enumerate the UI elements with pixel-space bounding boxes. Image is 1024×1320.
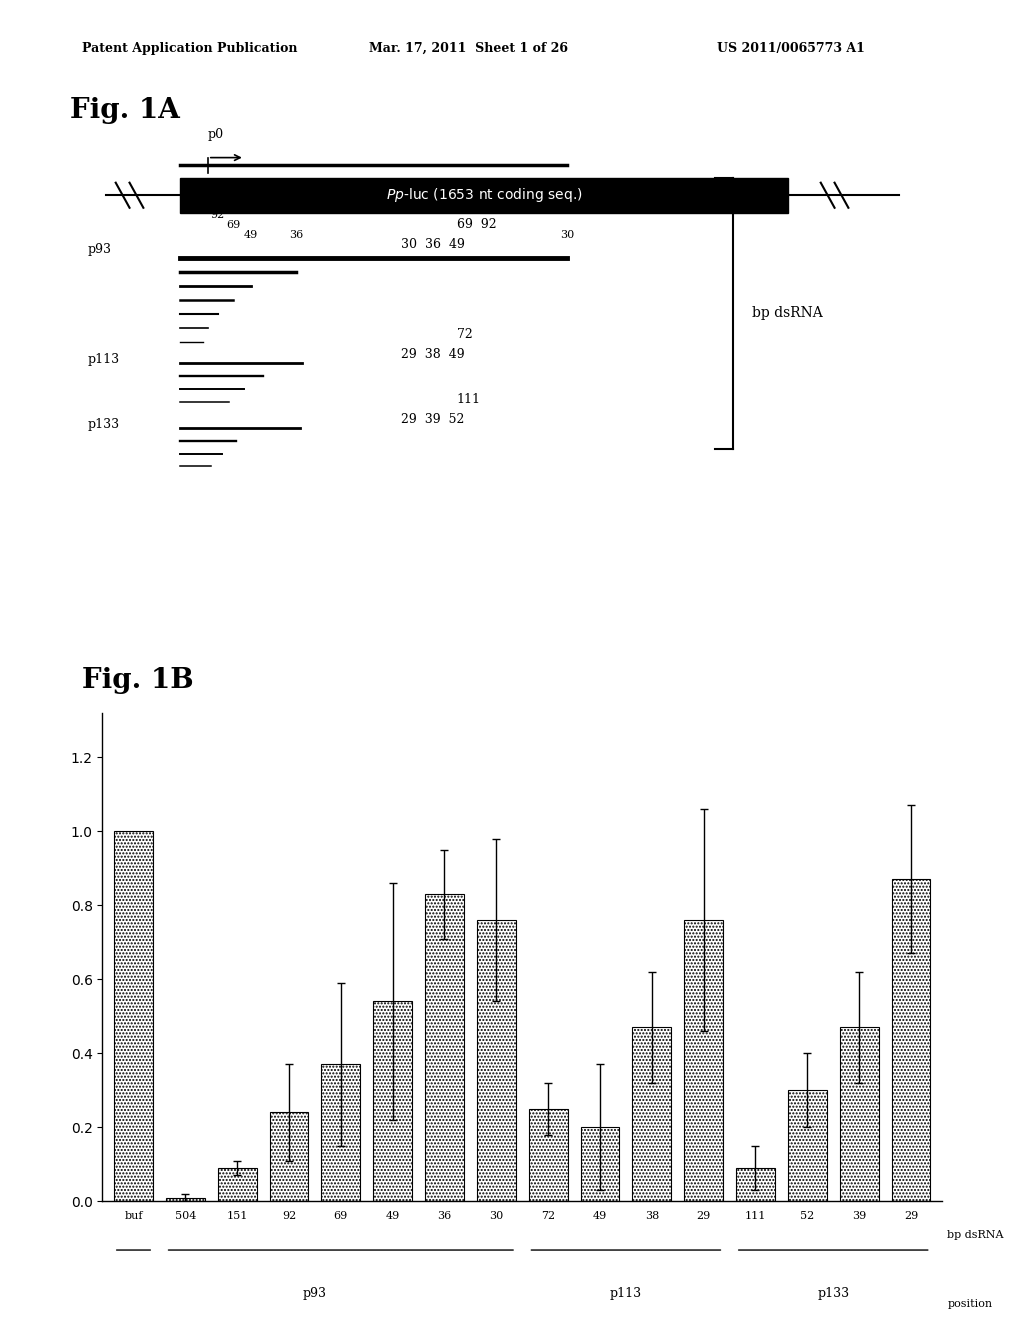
- Bar: [528, 1109, 567, 1201]
- Bar: [425, 894, 464, 1201]
- Text: 29  39  52: 29 39 52: [401, 413, 465, 426]
- Bar: [180, 178, 788, 213]
- Text: 29  38  49: 29 38 49: [401, 348, 465, 362]
- Bar: [840, 1027, 879, 1201]
- Bar: [787, 1090, 826, 1201]
- Text: 36: 36: [289, 230, 303, 240]
- Text: Mar. 17, 2011  Sheet 1 of 26: Mar. 17, 2011 Sheet 1 of 26: [369, 42, 567, 55]
- Bar: [736, 1168, 775, 1201]
- Text: p113: p113: [88, 354, 120, 366]
- Text: Fig. 1B: Fig. 1B: [82, 667, 194, 693]
- Text: 72: 72: [457, 329, 472, 341]
- Bar: [373, 1002, 412, 1201]
- Bar: [322, 1064, 360, 1201]
- Bar: [166, 1197, 205, 1201]
- Text: 30  36  49: 30 36 49: [401, 238, 465, 251]
- Bar: [269, 1113, 308, 1201]
- Text: 151: 151: [484, 198, 508, 211]
- Text: p0: p0: [208, 128, 224, 140]
- Text: 111: 111: [457, 393, 480, 407]
- Bar: [892, 879, 931, 1201]
- Bar: [633, 1027, 672, 1201]
- Text: p93: p93: [303, 1287, 327, 1300]
- Bar: [684, 920, 723, 1201]
- Text: $\it{Pp}$-luc (1653 nt coding seq.): $\it{Pp}$-luc (1653 nt coding seq.): [386, 186, 583, 205]
- Bar: [477, 920, 516, 1201]
- Text: bp dsRNA: bp dsRNA: [752, 306, 822, 321]
- Text: 30: 30: [560, 230, 574, 240]
- Text: 69  92: 69 92: [457, 218, 497, 231]
- Text: p133: p133: [817, 1287, 849, 1300]
- Text: 504: 504: [193, 190, 214, 199]
- Text: position: position: [947, 1299, 992, 1309]
- Bar: [581, 1127, 620, 1201]
- Text: Patent Application Publication: Patent Application Publication: [82, 42, 297, 55]
- Text: p133: p133: [88, 418, 120, 432]
- Text: 49: 49: [244, 230, 258, 240]
- Text: 504: 504: [512, 178, 536, 190]
- Text: US 2011/0065773 A1: US 2011/0065773 A1: [717, 42, 864, 55]
- Text: 151: 151: [198, 199, 218, 210]
- Bar: [218, 1168, 257, 1201]
- Text: 69: 69: [226, 220, 241, 230]
- Text: 92: 92: [211, 210, 225, 220]
- Text: Fig. 1A: Fig. 1A: [70, 98, 179, 124]
- Bar: [114, 832, 153, 1201]
- Text: bp dsRNA: bp dsRNA: [947, 1230, 1004, 1241]
- Text: p93: p93: [88, 243, 112, 256]
- Text: p113: p113: [610, 1287, 642, 1300]
